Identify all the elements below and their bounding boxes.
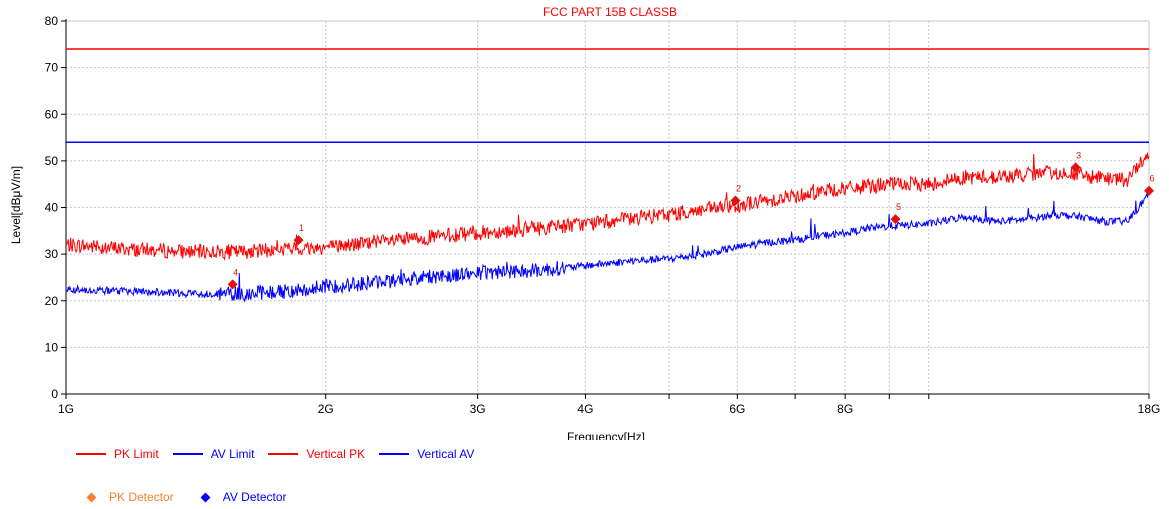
y-tick-label: 70 bbox=[45, 61, 59, 75]
legend-swatch bbox=[268, 453, 299, 455]
legend-label: AV Limit bbox=[210, 447, 255, 461]
marker-4 bbox=[227, 279, 238, 290]
legend-swatch bbox=[379, 453, 410, 455]
x-tick-label: 2G bbox=[318, 402, 334, 416]
legend-item-pk-limit: PK Limit bbox=[76, 447, 159, 461]
legend-label: Vertical AV bbox=[417, 447, 475, 461]
legend-item-av-detector: AV Detector bbox=[200, 490, 287, 504]
legend-item-vertical-av: Vertical AV bbox=[379, 447, 474, 461]
marker-label-4: 4 bbox=[233, 267, 238, 277]
legend-item-av-limit: AV Limit bbox=[172, 447, 255, 461]
axes: 0 10 20 30 40 50 60 70 80 1G 2G 3G 4G 6G 8G 18G bbox=[45, 14, 1161, 416]
marker-label-2: 2 bbox=[736, 184, 741, 194]
y-tick-label: 40 bbox=[45, 201, 59, 215]
x-tick-label: 6G bbox=[729, 402, 745, 416]
x-tick-label: 8G bbox=[837, 402, 853, 416]
legend-swatch bbox=[172, 453, 203, 455]
marker-label-1: 1 bbox=[299, 223, 304, 233]
y-tick-label: 20 bbox=[45, 294, 59, 308]
diamond-icon bbox=[86, 492, 97, 502]
x-tick-label: 18G bbox=[1138, 402, 1161, 416]
x-axis-label: Frequency[Hz] bbox=[567, 430, 645, 440]
marker-5 bbox=[890, 214, 901, 225]
marker-3 bbox=[1070, 162, 1081, 173]
grid bbox=[65, 20, 1150, 395]
x-tick-label: 1G bbox=[58, 402, 74, 416]
marker-label-5: 5 bbox=[896, 202, 901, 212]
legend-label: Vertical PK bbox=[306, 447, 366, 461]
x-tick-label: 3G bbox=[470, 402, 486, 416]
marker-6 bbox=[1144, 185, 1154, 196]
marker-1 bbox=[293, 235, 304, 246]
legend-swatch bbox=[76, 453, 106, 455]
marker-2 bbox=[730, 195, 741, 206]
x-tick-label: 4G bbox=[577, 402, 593, 416]
y-tick-label: 60 bbox=[45, 107, 59, 121]
marker-label-3: 3 bbox=[1076, 150, 1081, 160]
vertical-pk-trace bbox=[65, 152, 1150, 261]
series bbox=[65, 48, 1150, 303]
legend-row-lines: PK Limit AV Limit Vertical PK Vertical AV bbox=[76, 447, 488, 461]
legend-item-vertical-pk: Vertical PK bbox=[268, 447, 365, 461]
legend-label: AV Detector bbox=[222, 490, 287, 504]
y-tick-label: 30 bbox=[45, 247, 59, 261]
diamond-icon bbox=[200, 492, 211, 502]
y-tick-label: 0 bbox=[51, 387, 58, 401]
markers: 1 2 3 4 5 6 bbox=[227, 150, 1155, 290]
y-axis-label: Level[dBμV/m] bbox=[9, 166, 23, 244]
legend-label: PK Detector bbox=[109, 490, 174, 504]
legend-item-pk-detector: PK Detector bbox=[86, 490, 174, 504]
legend-row-detectors: PK Detector AV Detector bbox=[86, 490, 313, 504]
marker-label-6: 6 bbox=[1149, 174, 1154, 184]
vertical-av-trace bbox=[65, 189, 1150, 303]
y-tick-label: 50 bbox=[45, 154, 59, 168]
y-tick-label: 10 bbox=[45, 340, 59, 354]
y-tick-label: 80 bbox=[45, 14, 59, 28]
legend-label: PK Limit bbox=[114, 447, 159, 461]
chart-title: FCC PART 15B CLASSB bbox=[543, 5, 677, 19]
